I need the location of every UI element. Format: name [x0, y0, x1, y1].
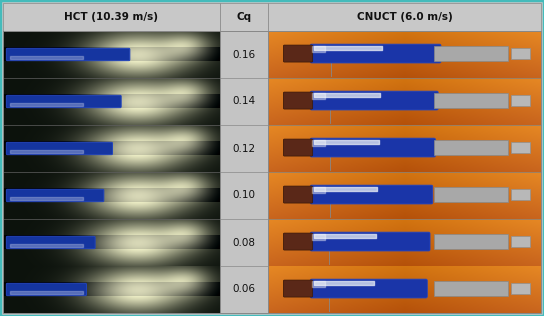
Bar	[434, 187, 508, 202]
Text: Cq: Cq	[237, 12, 251, 22]
Bar	[3, 31, 220, 313]
Bar	[220, 266, 268, 313]
Bar	[268, 31, 541, 313]
Bar	[434, 140, 508, 155]
FancyBboxPatch shape	[7, 236, 95, 249]
Bar	[220, 219, 268, 266]
Text: 0.16: 0.16	[232, 50, 256, 59]
FancyBboxPatch shape	[511, 142, 530, 154]
Text: 0.10: 0.10	[232, 191, 256, 200]
Polygon shape	[285, 140, 312, 155]
Polygon shape	[285, 93, 312, 108]
FancyBboxPatch shape	[511, 236, 530, 247]
FancyBboxPatch shape	[283, 45, 313, 62]
Text: CNUCT (6.0 m/s): CNUCT (6.0 m/s)	[357, 12, 453, 22]
FancyBboxPatch shape	[310, 232, 430, 251]
Text: 0.08: 0.08	[232, 238, 256, 247]
FancyBboxPatch shape	[310, 44, 441, 63]
FancyBboxPatch shape	[511, 189, 530, 200]
Bar	[220, 31, 268, 78]
FancyBboxPatch shape	[283, 92, 313, 109]
Polygon shape	[285, 281, 312, 296]
Polygon shape	[285, 187, 312, 202]
Bar	[220, 78, 268, 125]
Bar	[220, 31, 268, 313]
Text: 0.12: 0.12	[232, 143, 256, 154]
Bar	[220, 172, 268, 219]
Bar	[434, 281, 508, 296]
FancyBboxPatch shape	[283, 233, 313, 250]
Bar	[268, 3, 541, 31]
FancyBboxPatch shape	[7, 283, 86, 296]
FancyBboxPatch shape	[283, 139, 313, 156]
FancyBboxPatch shape	[310, 279, 427, 298]
Bar	[434, 46, 508, 61]
Polygon shape	[285, 234, 312, 249]
FancyBboxPatch shape	[7, 48, 130, 61]
Bar	[3, 3, 220, 31]
Bar	[434, 93, 508, 108]
Bar	[220, 125, 268, 172]
Text: 0.14: 0.14	[232, 96, 256, 106]
FancyBboxPatch shape	[7, 189, 104, 202]
Polygon shape	[285, 46, 312, 61]
FancyBboxPatch shape	[283, 280, 313, 297]
Bar	[220, 3, 268, 31]
Text: 0.06: 0.06	[232, 284, 256, 295]
FancyBboxPatch shape	[310, 91, 438, 110]
FancyBboxPatch shape	[283, 186, 313, 203]
FancyBboxPatch shape	[511, 283, 530, 295]
FancyBboxPatch shape	[7, 95, 121, 108]
FancyBboxPatch shape	[7, 142, 113, 155]
Bar	[434, 234, 508, 249]
FancyBboxPatch shape	[310, 138, 436, 157]
FancyBboxPatch shape	[310, 185, 433, 204]
FancyBboxPatch shape	[511, 48, 530, 59]
FancyBboxPatch shape	[511, 94, 530, 106]
Text: HCT (10.39 m/s): HCT (10.39 m/s)	[65, 12, 158, 22]
